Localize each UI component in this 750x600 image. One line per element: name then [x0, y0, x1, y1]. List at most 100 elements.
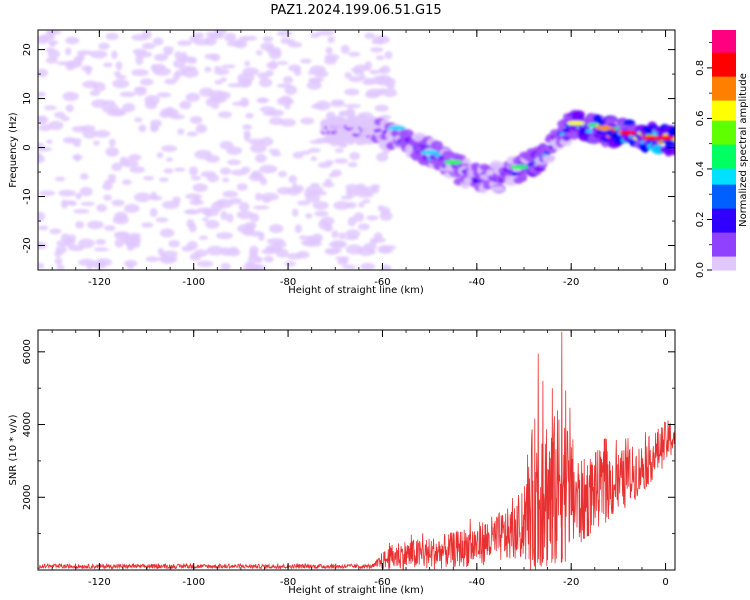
heatmap-cell-475	[353, 212, 365, 222]
heatmap-cell-28	[158, 177, 169, 183]
heatmap-cell-201	[213, 68, 230, 76]
heatmap-cell-261	[161, 200, 180, 210]
heatmap-cell-286	[123, 204, 140, 213]
heatmap-cell-492	[239, 97, 250, 108]
heatmap-cell-363	[320, 216, 335, 226]
heatmap-cell-365	[293, 67, 302, 77]
heatmap-cell-378	[292, 151, 304, 159]
heatmap-cell-440	[345, 229, 361, 238]
heatmap-cell-348	[122, 102, 136, 113]
heatmap-cell-480	[324, 160, 334, 166]
heatmap-cell-159	[294, 224, 303, 234]
heatmap-cell-60	[374, 104, 389, 112]
heatmap-cell-404	[310, 156, 317, 162]
heatmap-cell-369	[236, 210, 254, 220]
heatmap-cell-13	[129, 166, 146, 174]
heatmap-cell-267	[134, 117, 143, 123]
heatmap-cell-383	[262, 196, 271, 204]
heatmap-cell-339	[206, 174, 219, 183]
heatmap-cell-476	[103, 62, 113, 68]
heatmap-cell-252	[95, 258, 113, 267]
heatmap-cell-297	[248, 138, 265, 145]
heatmap-cell-810	[489, 160, 503, 170]
heatmap-cell-84	[300, 58, 312, 64]
heatmap-cell-217	[214, 79, 223, 85]
heatmap-cell-472	[220, 77, 228, 82]
heatmap-cell-396	[324, 57, 337, 65]
heatmap-cell-211	[80, 125, 96, 131]
heatmap-cell-450	[306, 80, 322, 90]
heatmap-cell-139	[344, 103, 362, 109]
heatmap-cell-294	[38, 262, 45, 269]
heatmap-cell-304	[345, 187, 352, 198]
heatmap-cell-1116	[387, 125, 406, 131]
heatmap-cell-503	[186, 131, 198, 137]
heatmap-cell-254	[38, 225, 49, 231]
heatmap-cell-432	[149, 207, 158, 218]
heatmap-cell-430	[325, 222, 332, 231]
heatmap-cell-52	[305, 213, 313, 219]
heatmap-cell-83	[260, 136, 274, 147]
heatmap-cell-320	[255, 153, 267, 163]
heatmap-cell-293	[348, 76, 364, 83]
spectrogram-frame	[37, 29, 676, 271]
heatmap-cell-462	[247, 255, 261, 263]
heatmap-cell-92	[111, 162, 123, 172]
heatmap-cell-233	[176, 40, 193, 46]
heatmap-cell-469	[314, 210, 329, 217]
heatmap-cell-1114	[672, 127, 675, 135]
heatmap-cell-428	[58, 189, 76, 197]
heatmap-cell-15	[227, 159, 242, 166]
heatmap-cell-343	[44, 105, 57, 111]
heatmap-cell-156	[202, 217, 209, 222]
heatmap-cell-319	[135, 55, 144, 66]
heatmap-cell-373	[305, 185, 324, 195]
heatmap-cell-36	[119, 91, 136, 98]
heatmap-cell-131	[179, 65, 197, 72]
heatmap-cell-454	[241, 227, 254, 236]
heatmap-cell-40	[236, 183, 248, 191]
heatmap-cell-426	[245, 113, 254, 119]
heatmap-cell-5	[162, 46, 174, 53]
heatmap-cell-497	[308, 77, 325, 82]
snr-xtick-6: 0	[662, 577, 668, 588]
heatmap-cell-332	[291, 182, 299, 193]
heatmap-cell-179	[259, 164, 278, 174]
heatmap-cell-275	[266, 61, 279, 70]
heatmap-cell-485	[205, 31, 224, 38]
heatmap-cell-325	[245, 35, 258, 41]
heatmap-cell-856	[517, 172, 528, 181]
heatmap-cell-489	[276, 30, 293, 37]
colorbar-label: Normalized spectral amplitude	[738, 73, 749, 227]
heatmap-cell-113	[111, 199, 125, 207]
heatmap-cell-488	[309, 65, 326, 74]
heatmap-cell-289	[153, 67, 172, 76]
heatmap-cell-225	[132, 48, 147, 55]
heatmap-cell-203	[163, 51, 173, 56]
heatmap-cell-517	[149, 123, 159, 133]
heatmap-cell-307	[298, 235, 308, 240]
heatmap-cell-486	[248, 266, 258, 270]
heatmap-cell-291	[189, 115, 203, 125]
heatmap-cell-391	[174, 51, 182, 60]
heatmap-cell-513	[353, 69, 365, 76]
heatmap-cell-1119	[510, 164, 529, 170]
heatmap-cell-146	[138, 124, 147, 133]
heatmap-cell-317	[38, 68, 49, 78]
heatmap-cell-446	[163, 168, 174, 174]
heatmap-cell-227	[216, 232, 234, 240]
heatmap-cell-357	[134, 192, 152, 203]
heatmap-cell-19	[205, 219, 220, 229]
heatmap-cell-255	[107, 173, 117, 181]
spectrogram-xlabel: Height of straight line (km)	[288, 285, 424, 296]
heatmap-cell-377	[222, 177, 230, 183]
snr-xlabel: Height of straight line (km)	[288, 585, 424, 596]
heatmap-cell-375	[340, 195, 354, 200]
spec-xtick-2: -80	[280, 277, 296, 288]
heatmap-cell-376	[288, 175, 298, 184]
heatmap-cell-370	[186, 240, 198, 251]
heatmap-cell-247	[54, 257, 63, 265]
heatmap-cell-429	[161, 250, 178, 258]
heatmap-cell-25	[217, 111, 233, 119]
